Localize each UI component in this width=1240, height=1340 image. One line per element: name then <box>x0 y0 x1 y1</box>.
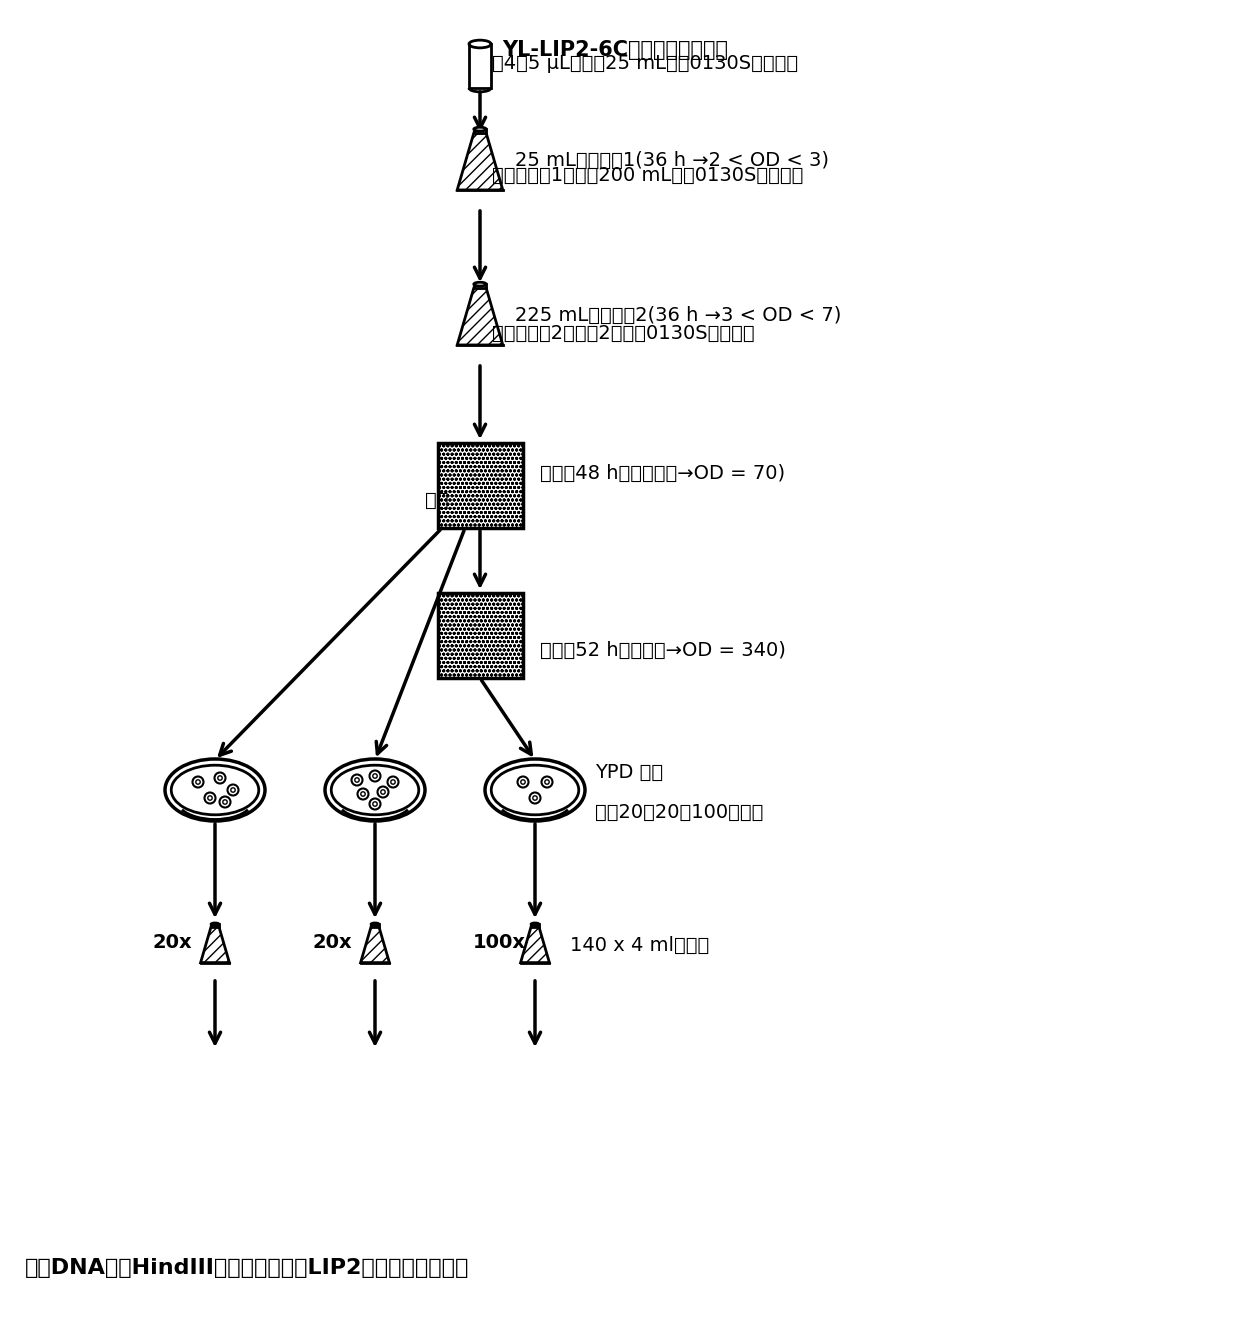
Text: 20x: 20x <box>153 933 192 951</box>
Circle shape <box>377 787 388 797</box>
Circle shape <box>355 777 360 783</box>
Polygon shape <box>361 926 389 962</box>
Circle shape <box>533 796 537 800</box>
Ellipse shape <box>474 283 486 285</box>
Circle shape <box>544 780 549 784</box>
Circle shape <box>373 801 377 807</box>
Polygon shape <box>521 926 549 962</box>
Text: 140 x 4 ml培养液: 140 x 4 ml培养液 <box>570 935 709 954</box>
Circle shape <box>370 799 381 809</box>
Circle shape <box>391 780 396 784</box>
Text: 提取DNA，用HindIII消化，并且分析LIP2基因的基因座数量: 提取DNA，用HindIII消化，并且分析LIP2基因的基因座数量 <box>25 1258 470 1278</box>
Circle shape <box>208 796 212 800</box>
Circle shape <box>196 780 200 784</box>
Ellipse shape <box>171 765 259 815</box>
Circle shape <box>351 775 362 785</box>
Bar <box>438 592 522 678</box>
Ellipse shape <box>531 923 539 926</box>
Circle shape <box>381 789 386 795</box>
Circle shape <box>219 796 231 808</box>
Circle shape <box>373 773 377 779</box>
Text: 100x: 100x <box>472 933 526 951</box>
Polygon shape <box>201 926 229 962</box>
Bar <box>438 442 522 528</box>
Circle shape <box>370 770 381 781</box>
Text: 将预培养剹2接种于2升富阂0130S培养基中: 将预培养剹2接种于2升富阂0130S培养基中 <box>492 323 755 343</box>
Ellipse shape <box>371 923 379 926</box>
Bar <box>474 284 486 288</box>
Text: 诱导: 诱导 <box>425 490 449 509</box>
Circle shape <box>215 772 226 784</box>
Text: 25 mL预培养剹1(36 h →2 < OD < 3): 25 mL预培养剹1(36 h →2 < OD < 3) <box>515 150 830 169</box>
Circle shape <box>357 788 368 800</box>
Text: 20x: 20x <box>312 933 352 951</box>
Circle shape <box>192 776 203 788</box>
Text: 在4至5 μL接种于25 mL富阂0130S培养基中: 在4至5 μL接种于25 mL富阂0130S培养基中 <box>492 54 799 72</box>
Polygon shape <box>458 288 502 344</box>
Text: 将预培养剹1接种于200 mL富阂0130S培养基中: 将预培养剹1接种于200 mL富阂0130S培养基中 <box>492 166 804 185</box>
Text: YPD 平板: YPD 平板 <box>595 762 663 781</box>
Circle shape <box>521 780 526 784</box>
Circle shape <box>231 788 236 792</box>
Ellipse shape <box>474 127 486 131</box>
Circle shape <box>227 784 238 796</box>
Circle shape <box>542 776 553 788</box>
Bar <box>371 925 379 926</box>
Ellipse shape <box>331 765 419 815</box>
Polygon shape <box>458 133 502 190</box>
Circle shape <box>517 776 528 788</box>
Bar <box>211 925 219 926</box>
Circle shape <box>218 776 222 780</box>
Ellipse shape <box>165 758 265 821</box>
Circle shape <box>387 776 398 788</box>
Circle shape <box>223 800 227 804</box>
Bar <box>531 925 539 926</box>
Text: 筛选20、20和100个克隆: 筛选20、20和100个克隆 <box>595 803 764 821</box>
Bar <box>438 442 522 528</box>
Text: 225 mL预培养剹2(36 h →3 < OD < 7): 225 mL预培养剹2(36 h →3 < OD < 7) <box>515 306 842 324</box>
Bar <box>469 44 491 88</box>
Text: YL-LIP2-6C克隆的甘油保贓液: YL-LIP2-6C克隆的甘油保贓液 <box>502 40 728 60</box>
Text: 发酵（48 h葡萄糖补料→OD = 70): 发酵（48 h葡萄糖补料→OD = 70) <box>539 464 785 482</box>
Ellipse shape <box>325 758 425 821</box>
Bar <box>438 592 522 678</box>
Ellipse shape <box>491 765 579 815</box>
Circle shape <box>205 792 216 804</box>
Ellipse shape <box>469 40 491 48</box>
Bar <box>474 129 486 133</box>
Circle shape <box>529 792 541 804</box>
Circle shape <box>361 792 366 796</box>
Text: 发酵（52 h油酸补料→OD = 340): 发酵（52 h油酸补料→OD = 340) <box>539 641 786 659</box>
Ellipse shape <box>485 758 585 821</box>
Ellipse shape <box>211 923 219 926</box>
